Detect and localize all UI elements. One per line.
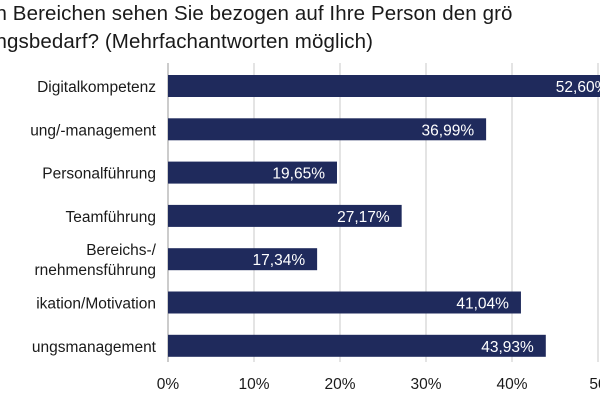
bar	[168, 75, 600, 97]
bar	[168, 118, 487, 141]
x-tick-label: 50	[589, 376, 600, 393]
x-tick-label: 20%	[324, 376, 355, 393]
category-label: ikation/Motivation	[36, 296, 156, 313]
bar-value-label: 27,17%	[337, 209, 390, 226]
category-label: ung/-management	[30, 122, 156, 139]
bar-value-label: 19,65%	[272, 166, 325, 183]
category-label: Digitalkompetenz	[37, 79, 156, 96]
x-tick-label: 30%	[410, 376, 441, 393]
category-label: Personalführung	[42, 166, 156, 183]
bar-value-label: 41,04%	[456, 296, 509, 313]
bar	[168, 291, 521, 314]
category-label: ungsmanagement	[32, 339, 157, 356]
bar-value-label: 43,93%	[481, 339, 534, 356]
bar-value-label: 36,99%	[422, 122, 475, 139]
category-label: rnehmensführung	[35, 262, 157, 279]
x-tick-label: 40%	[496, 376, 527, 393]
bar-value-label: 52,60%	[556, 79, 600, 96]
bar	[168, 248, 318, 271]
chart-title-line-1: en Bereichen sehen Sie bezogen auf Ihre …	[0, 2, 513, 25]
category-label: Bereichs-/	[86, 242, 156, 259]
x-tick-label: 10%	[238, 376, 269, 393]
bar	[168, 204, 402, 227]
chart-title-line-2: ungsbedarf? (Mehrfachantworten möglich)	[0, 30, 374, 53]
bar-value-label: 17,34%	[253, 252, 306, 269]
category-label: Teamführung	[66, 209, 156, 226]
bar	[168, 161, 337, 184]
bar	[168, 334, 546, 357]
x-tick-label: 0%	[157, 376, 180, 393]
